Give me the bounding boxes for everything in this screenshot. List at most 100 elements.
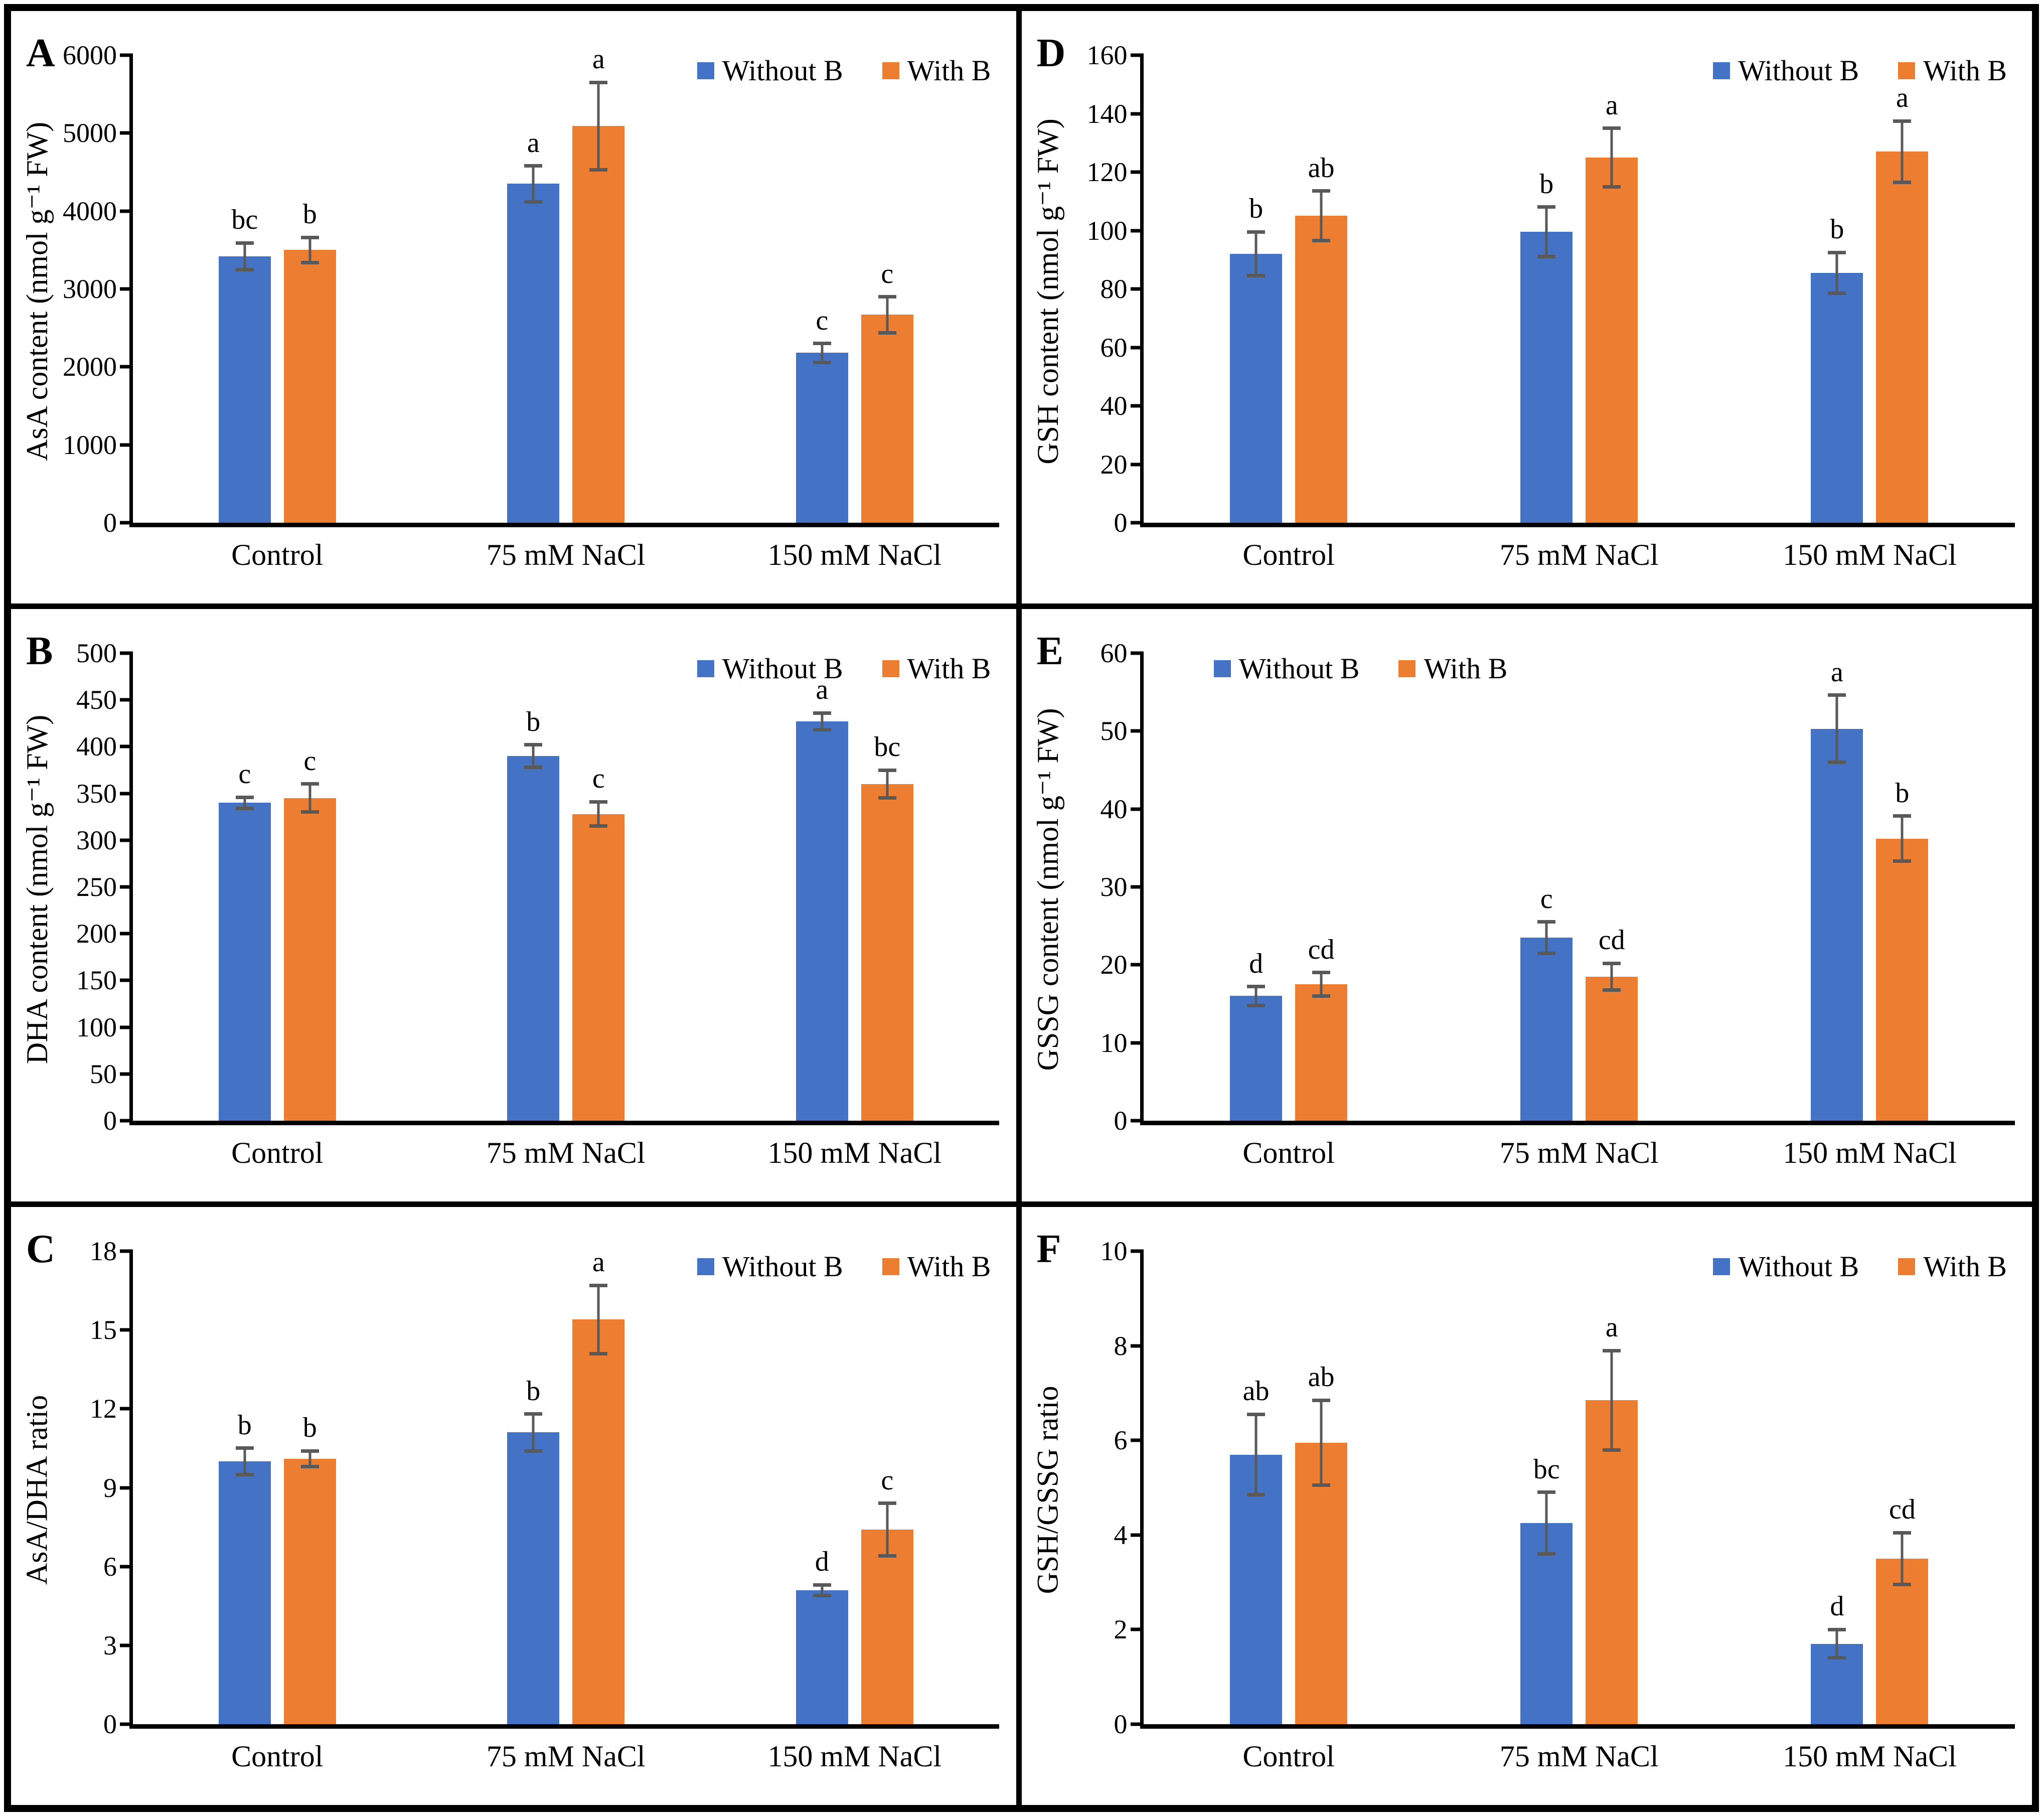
error-bar-cap-top xyxy=(878,295,896,299)
y-tick-mark xyxy=(120,1072,133,1076)
plot-area: 0 1000 2000 3000 4000 5000 6000 bc b a a c c Control 7… xyxy=(63,42,999,571)
error-bar xyxy=(243,797,246,809)
y-tick-label: 100 xyxy=(1086,215,1128,246)
error-bar-cap-top xyxy=(589,1283,608,1287)
bar-slot: b xyxy=(283,55,336,523)
legend-item-without-b: Without B xyxy=(697,1252,843,1281)
bar-slot: c xyxy=(861,55,913,523)
y-tick-mark xyxy=(1130,1627,1144,1631)
error-bar-cap-bottom xyxy=(524,200,543,204)
x-category-label: 75 mM NaCl xyxy=(486,1740,646,1773)
error-bar-cap-bottom xyxy=(813,1593,831,1597)
panel-letter: A xyxy=(26,31,55,75)
significance-letter: bc xyxy=(231,204,258,236)
y-tick-label: 4000 xyxy=(63,196,117,226)
bar-slot: b xyxy=(507,1251,560,1724)
x-category-label: Control xyxy=(231,1136,324,1169)
legend-swatch xyxy=(882,1258,899,1275)
legend-label: With B xyxy=(1923,1250,2007,1283)
y-tick-mark xyxy=(120,443,133,447)
significance-letter: ab xyxy=(1308,152,1335,184)
bar xyxy=(861,315,913,523)
legend-item-without-b: Without B xyxy=(697,654,843,683)
bar xyxy=(507,184,560,523)
error-bar-cap-top xyxy=(1247,985,1266,989)
error-bar-cap-bottom xyxy=(589,1351,608,1355)
significance-letter: cd xyxy=(1889,1494,1916,1526)
y-tick-mark xyxy=(120,1025,133,1029)
x-axis-labels: Control 75 mM NaCl 150 mM NaCl xyxy=(133,1724,999,1774)
error-bar-cap-top xyxy=(813,1583,831,1587)
y-tick-mark xyxy=(120,1119,133,1123)
bar-slot: c xyxy=(218,653,271,1121)
x-category-label: Control xyxy=(1242,538,1335,571)
error-bar-cap-bottom xyxy=(1247,1493,1266,1497)
y-tick-label: 3 xyxy=(103,1630,117,1660)
y-tick-mark xyxy=(1130,521,1144,525)
significance-letter: d xyxy=(815,1546,829,1578)
y-tick-mark xyxy=(120,209,133,213)
error-bar-cap-bottom xyxy=(235,1472,254,1476)
y-tick-label: 140 xyxy=(1086,98,1128,129)
error-bar-cap-bottom xyxy=(589,168,608,172)
significance-letter: b xyxy=(526,1375,541,1407)
error-bar xyxy=(821,343,824,363)
error-bar-cap-top xyxy=(1312,971,1331,975)
error-bar xyxy=(532,166,535,202)
error-bar xyxy=(532,744,535,768)
bar-slot: b xyxy=(1230,55,1283,523)
error-bar-cap-top xyxy=(1312,1398,1331,1402)
panel-e-gssg-content: E 0 10 20 30 40 50 60 d cd c cd a b Control 75 mM NaCl 1… xyxy=(1021,609,2032,1207)
error-bar xyxy=(1254,232,1257,276)
error-bar-cap-bottom xyxy=(1828,760,1846,764)
bar-slot: d xyxy=(1230,653,1283,1121)
y-tick-mark xyxy=(120,521,133,525)
bar xyxy=(1230,1454,1283,1724)
x-category-label: Control xyxy=(1242,1740,1335,1773)
bar-slot: c xyxy=(1520,653,1573,1121)
bar-slot: a xyxy=(1876,55,1929,523)
error-bar xyxy=(1320,191,1323,241)
legend-label: With B xyxy=(907,1250,991,1283)
legend-swatch xyxy=(1898,62,1916,79)
error-bar xyxy=(243,243,246,270)
y-tick-mark xyxy=(120,698,133,702)
x-category-label: 150 mM NaCl xyxy=(767,1136,942,1169)
significance-letter: c xyxy=(816,305,829,336)
category-group: b ab xyxy=(1144,55,1434,523)
error-bar-cap-top xyxy=(813,342,831,346)
y-tick-label: 6 xyxy=(1114,1425,1128,1456)
legend-label: With B xyxy=(907,54,991,87)
legend: Without B With B xyxy=(1213,654,1507,683)
bar-slot: a xyxy=(1586,1251,1638,1724)
significance-letter: b xyxy=(1249,193,1264,225)
y-tick-label: 40 xyxy=(1100,391,1128,421)
y-tick-label: 5000 xyxy=(63,118,117,148)
significance-letter: c xyxy=(881,1464,894,1496)
error-bar-cap-bottom xyxy=(878,331,896,335)
error-bar-cap-top xyxy=(524,1412,543,1416)
x-category-label: 75 mM NaCl xyxy=(1499,538,1659,571)
bar-slot: b xyxy=(1520,55,1573,523)
bar xyxy=(1811,272,1863,523)
bar-slot: b xyxy=(507,653,560,1121)
plot-area: 0 10 20 30 40 50 60 d cd c cd a b Control 75 mM NaCl 15… xyxy=(1100,640,2015,1169)
error-bar-cap-top xyxy=(1537,920,1556,924)
y-tick-label: 60 xyxy=(1100,638,1128,668)
error-bar-cap-top xyxy=(1828,1627,1846,1631)
x-category-label: 150 mM NaCl xyxy=(767,538,942,571)
y-tick-mark xyxy=(120,1407,133,1411)
significance-letter: b xyxy=(302,199,317,230)
legend-swatch xyxy=(697,62,714,79)
bar xyxy=(572,1319,625,1724)
y-tick-label: 250 xyxy=(76,872,117,902)
error-bar-cap-top xyxy=(524,743,543,747)
significance-letter: a xyxy=(527,127,540,159)
plot-area: 0 50 100 150 200 250 300 350 400 450 500 c c b c a bc Con… xyxy=(76,640,999,1169)
y-tick-label: 4 xyxy=(1114,1520,1128,1550)
significance-letter: a xyxy=(1605,1312,1618,1343)
significance-letter: d xyxy=(1249,948,1264,979)
